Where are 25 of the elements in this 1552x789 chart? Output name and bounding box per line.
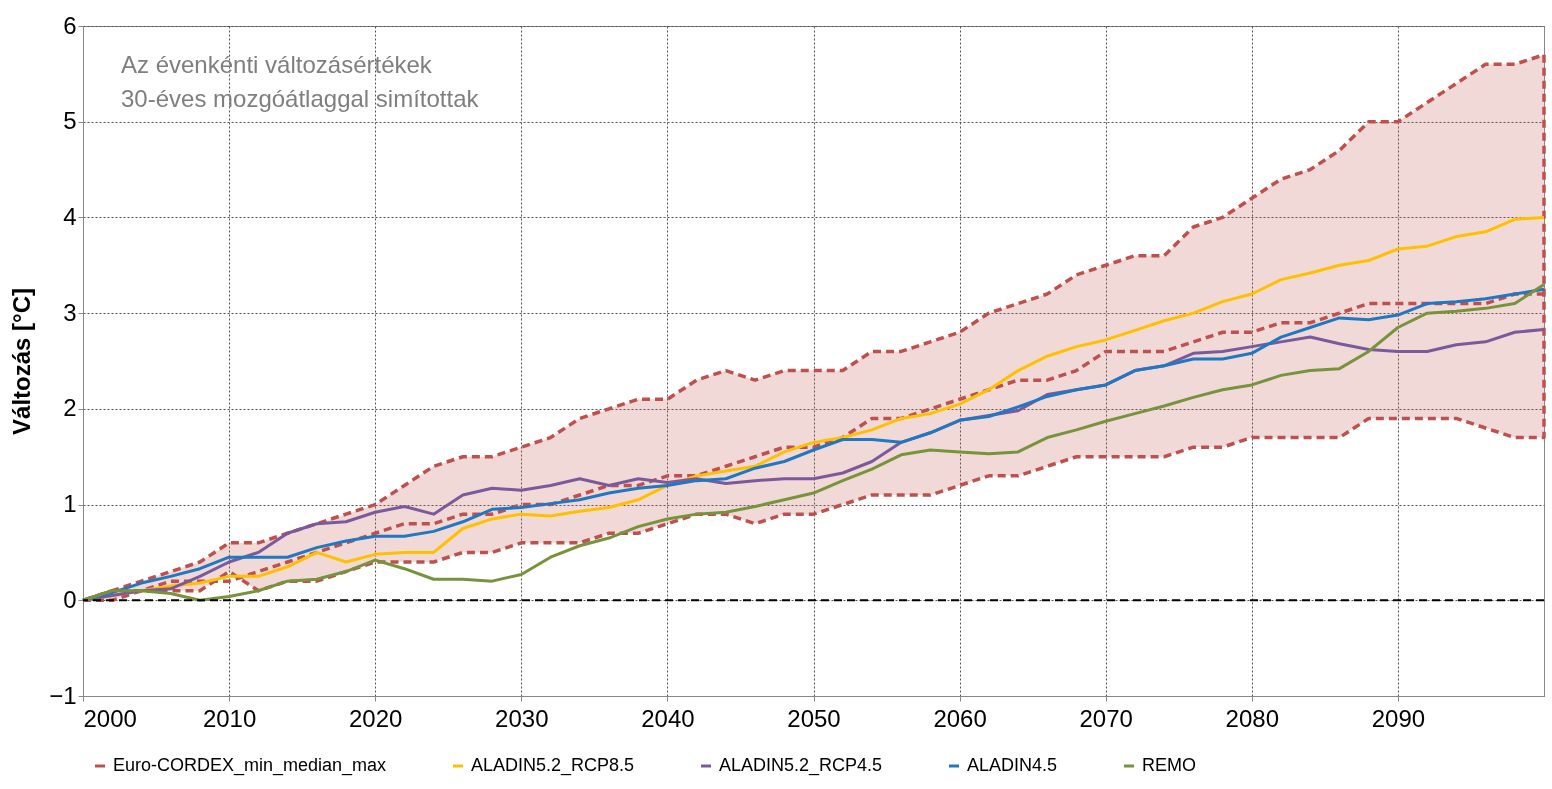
- y-tick-label: 4: [63, 202, 77, 230]
- x-tick-label: 2010: [202, 704, 257, 732]
- legend-label: Euro-CORDEX_min_median_max: [113, 755, 387, 776]
- y-axis-title: Változás [°C]: [8, 288, 36, 435]
- x-tick-label: 2080: [1225, 704, 1279, 732]
- legend-label: ALADIN4.5: [967, 755, 1058, 775]
- y-tick-label: 3: [63, 298, 77, 326]
- y-tick-label: −1: [49, 681, 77, 709]
- legend-label: ALADIN5.2_RCP8.5: [471, 755, 635, 776]
- x-tick-label: 2050: [787, 704, 841, 732]
- x-tick-label: 2020: [349, 704, 403, 732]
- y-tick-label: 1: [63, 490, 77, 518]
- x-tick-label: 2040: [641, 704, 695, 732]
- y-tick-label: 0: [63, 585, 77, 613]
- legend-label: REMO: [1142, 755, 1196, 775]
- x-tick-label: 2000: [83, 704, 137, 732]
- y-tick-label: 6: [63, 11, 77, 39]
- legend-label: ALADIN5.2_RCP4.5: [719, 755, 883, 776]
- x-tick-label: 2090: [1371, 704, 1426, 732]
- y-tick-label: 5: [63, 107, 77, 135]
- x-tick-label: 2030: [495, 704, 549, 732]
- x-tick-label: 2060: [933, 704, 987, 732]
- annotation: Az évenkénti változásértékek 30-éves mozgóátlaggal simítottak: [121, 51, 480, 112]
- x-tick-label: 2070: [1079, 704, 1133, 732]
- y-tick-label: 2: [63, 394, 77, 422]
